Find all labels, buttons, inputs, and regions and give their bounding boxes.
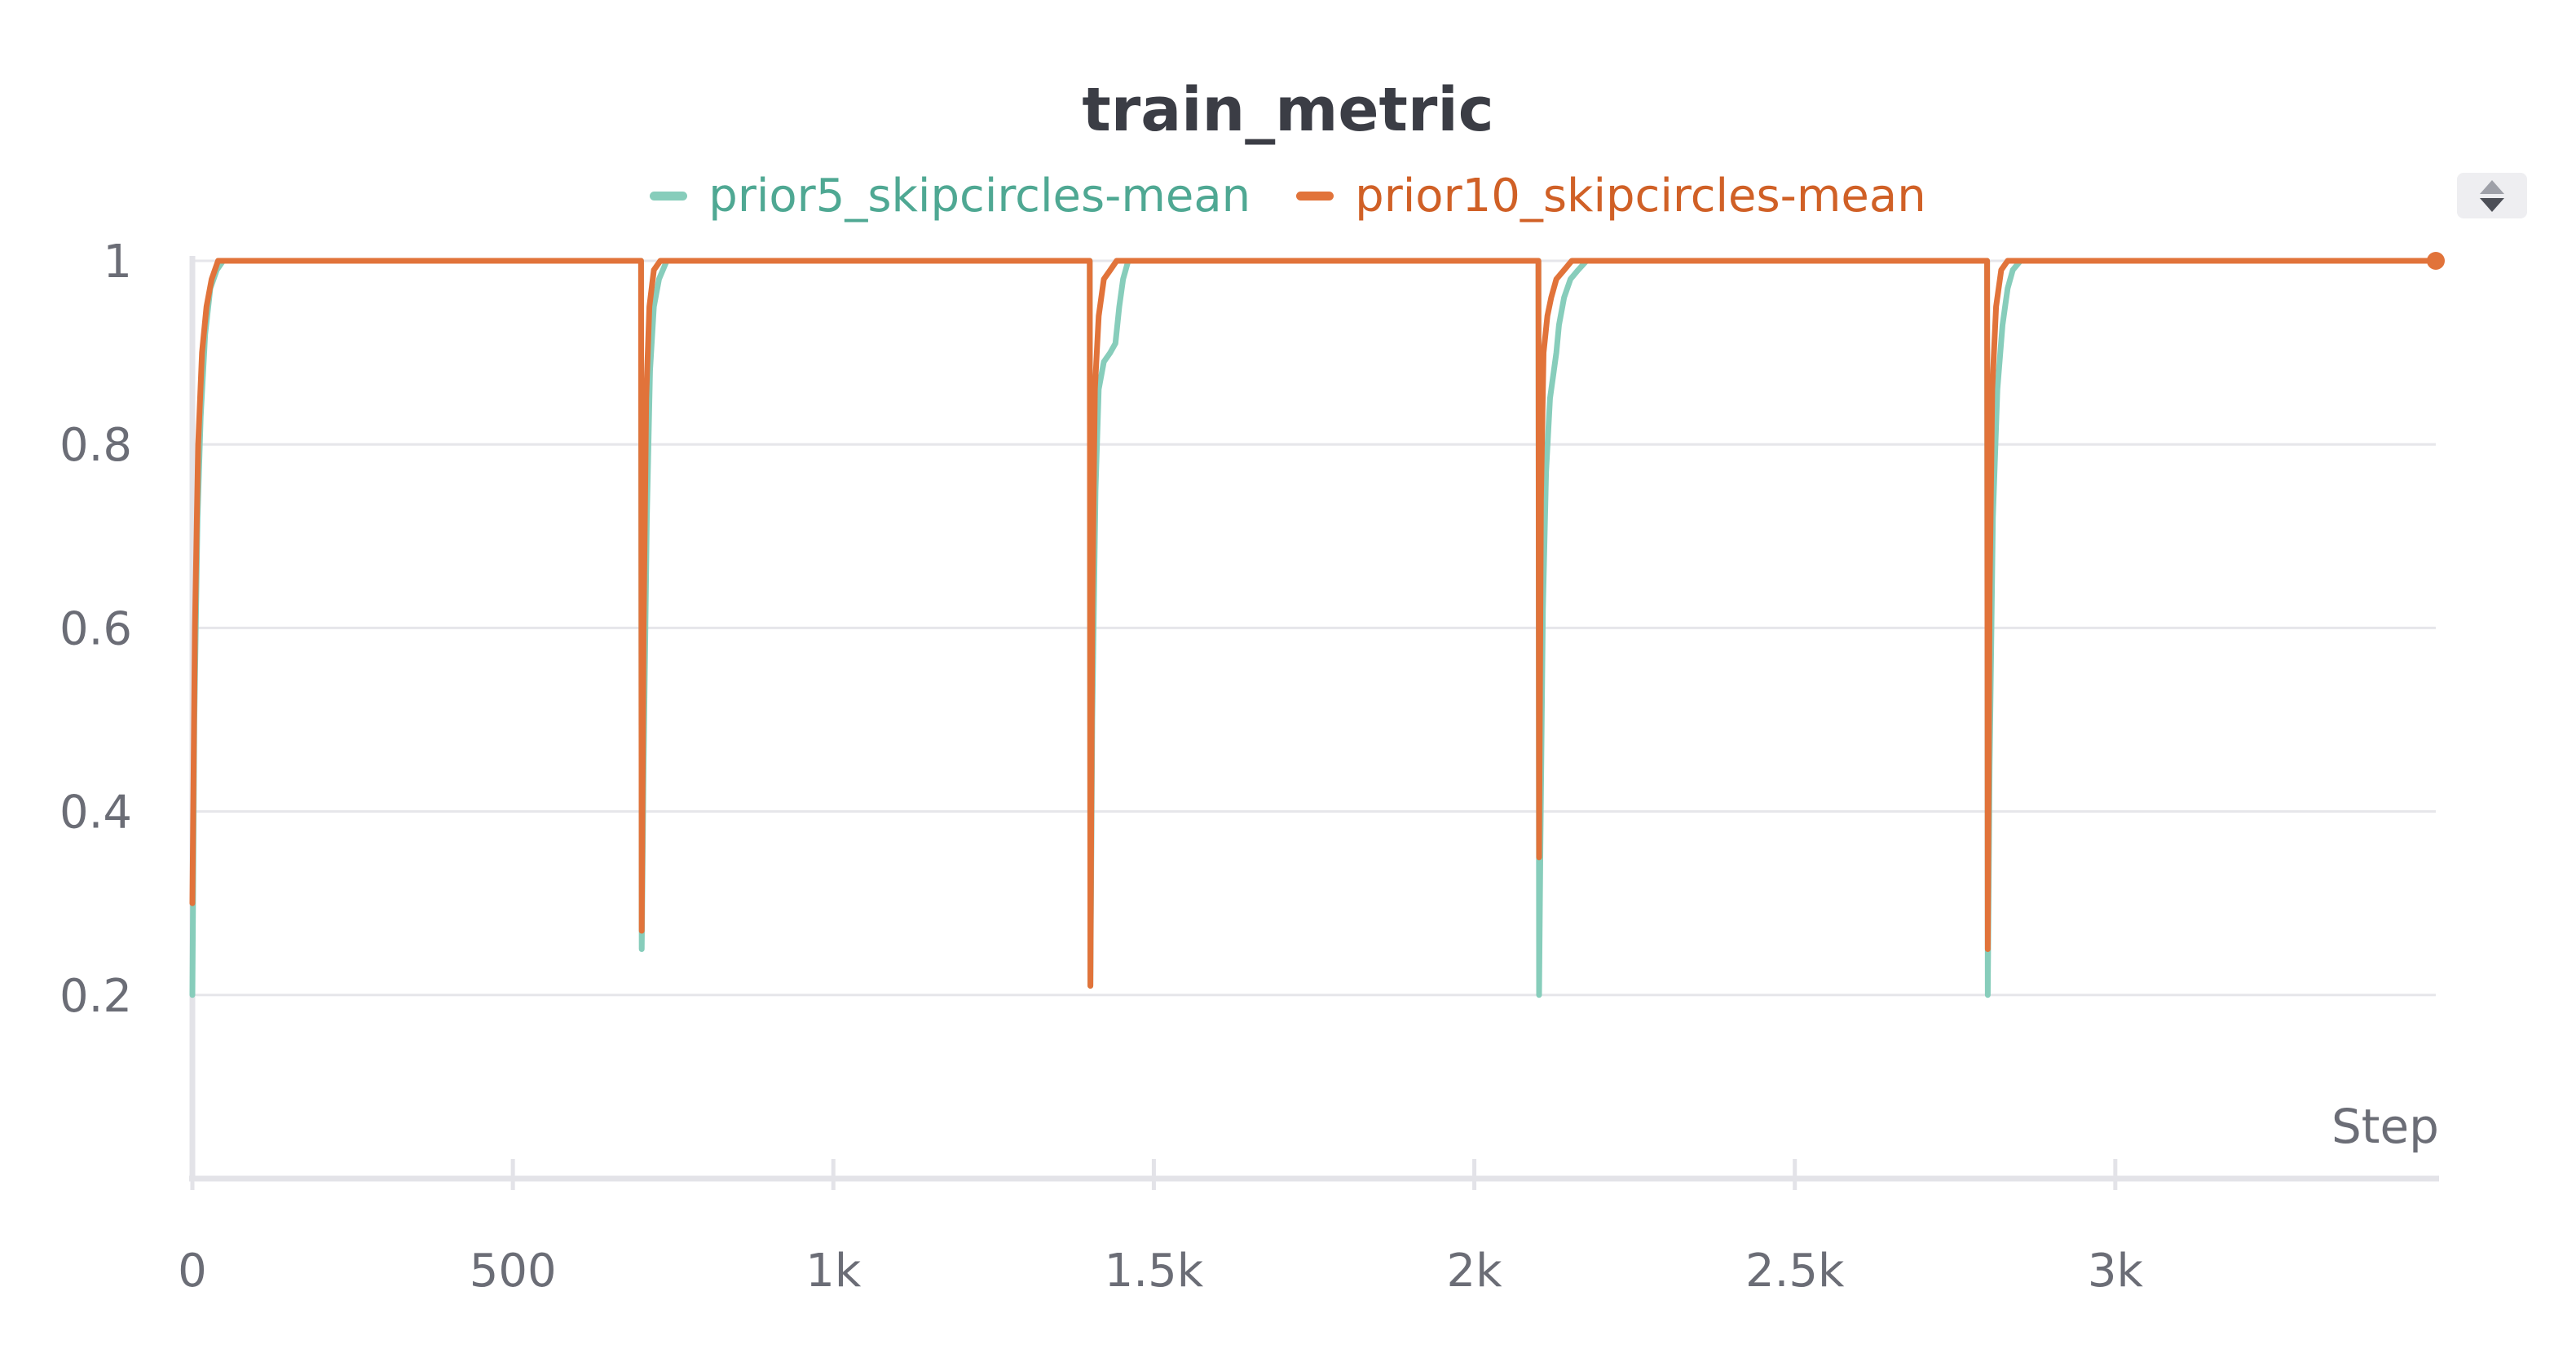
x-tick-label: 1k [805,1245,862,1298]
y-tick-label: 0.2 [60,970,132,1023]
legend-label-prior10: prior10_skipcircles-mean [1355,170,1926,223]
x-tick-label: 3k [2088,1245,2144,1298]
y-tick-label: 0.4 [60,787,132,840]
legend-entry-prior5[interactable]: prior5_skipcircles-mean [650,170,1251,223]
x-tick-label: 0 [178,1245,207,1298]
x-tick-label: 2k [1447,1245,1503,1298]
caret-up-icon [2480,179,2504,194]
markers [2427,252,2445,270]
axes: 0.2 0.4 0.6 0.8 1 0 500 1k 1.5k 2k 2.5k 3k [60,236,2439,1298]
y-tick-label: 0.8 [60,419,132,472]
legend-swatch-prior5 [650,192,688,201]
series-end-marker [2427,252,2445,270]
series-line-1 [189,258,2439,989]
legend-entry-prior10[interactable]: prior10_skipcircles-mean [1296,170,1926,223]
x-axis-title: Step [2331,1099,2439,1154]
caret-down-icon [2480,197,2504,212]
legend: prior5_skipcircles-mean prior10_skipcirc… [0,170,2576,223]
legend-label-prior5: prior5_skipcircles-mean [708,170,1251,223]
y-tick-label: 1 [103,236,132,289]
sort-toggle-button[interactable] [2457,173,2527,218]
grid [192,259,2436,997]
x-tick-label: 2.5k [1745,1245,1845,1298]
y-tick-label: 0.6 [60,602,132,655]
legend-swatch-prior10 [1296,192,1334,201]
x-tick-label: 1.5k [1105,1245,1204,1298]
series-lines [189,258,2439,998]
x-tick-label: 500 [470,1245,557,1298]
chart-title: train_metric [1082,75,1494,145]
